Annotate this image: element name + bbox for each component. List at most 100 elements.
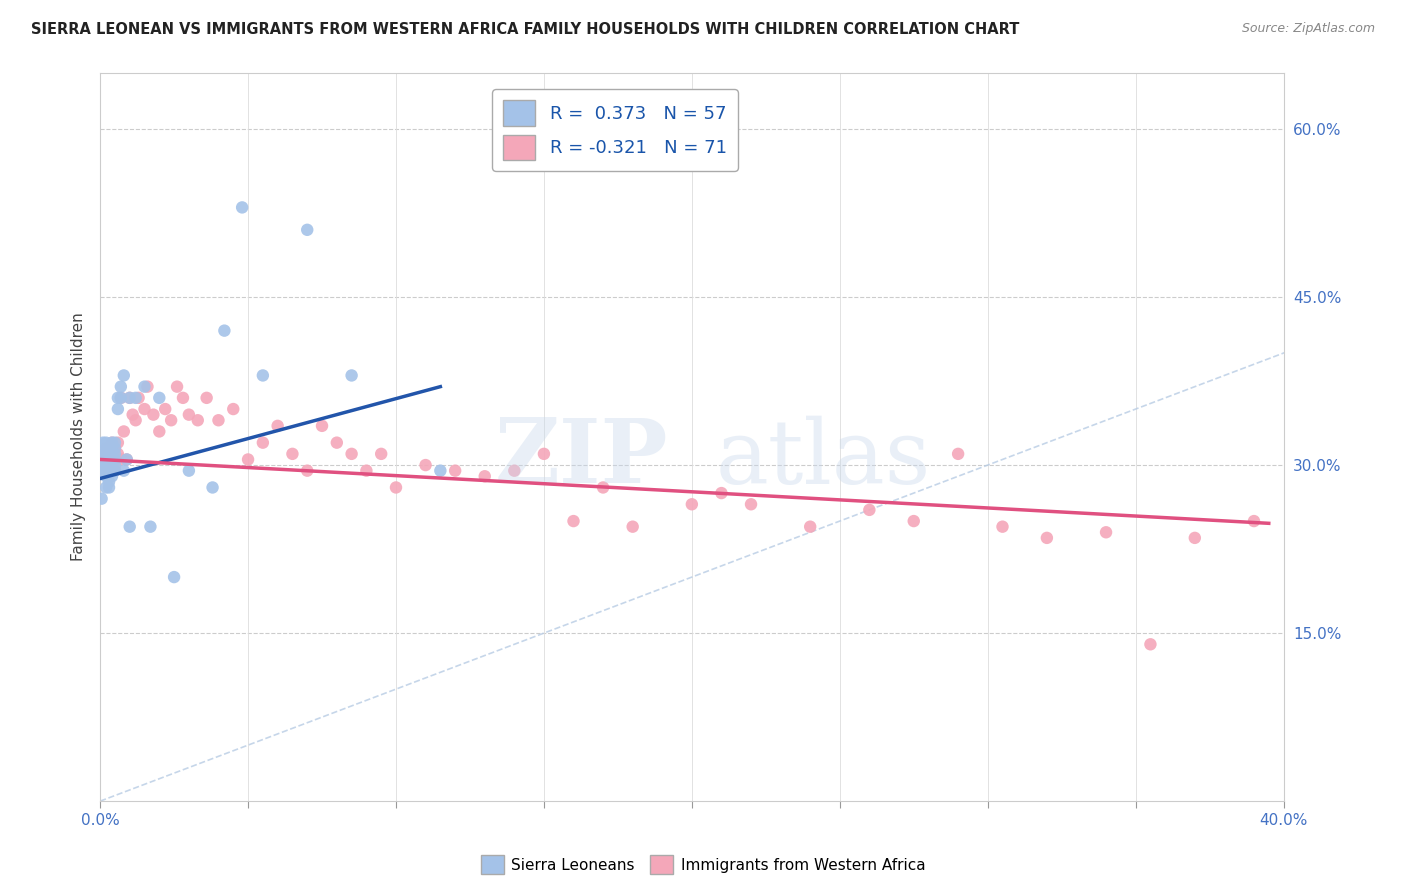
Legend: Sierra Leoneans, Immigrants from Western Africa: Sierra Leoneans, Immigrants from Western…	[475, 849, 931, 880]
Point	[148, 391, 170, 405]
Point	[533, 447, 555, 461]
Point	[252, 435, 274, 450]
Point	[163, 570, 186, 584]
Point	[98, 464, 121, 478]
Point	[231, 201, 253, 215]
Point	[94, 469, 117, 483]
Point	[207, 413, 229, 427]
Point	[101, 458, 124, 472]
Point	[94, 447, 117, 461]
Point	[799, 519, 821, 533]
Point	[96, 464, 118, 478]
Point	[121, 408, 143, 422]
Point	[201, 480, 224, 494]
Point	[101, 435, 124, 450]
Point	[266, 418, 288, 433]
Point	[172, 391, 194, 405]
Point	[94, 458, 117, 472]
Point	[98, 458, 121, 472]
Text: SIERRA LEONEAN VS IMMIGRANTS FROM WESTERN AFRICA FAMILY HOUSEHOLDS WITH CHILDREN: SIERRA LEONEAN VS IMMIGRANTS FROM WESTER…	[31, 22, 1019, 37]
Point	[236, 452, 259, 467]
Point	[166, 379, 188, 393]
Point	[474, 469, 496, 483]
Point	[134, 379, 156, 393]
Point	[110, 391, 132, 405]
Text: ZIP: ZIP	[495, 416, 668, 502]
Point	[946, 447, 969, 461]
Point	[101, 435, 124, 450]
Point	[107, 391, 129, 405]
Point	[93, 452, 115, 467]
Point	[740, 497, 762, 511]
Point	[101, 452, 124, 467]
Point	[101, 447, 124, 461]
Point	[104, 447, 127, 461]
Point	[110, 379, 132, 393]
Point	[155, 402, 177, 417]
Point	[104, 464, 127, 478]
Point	[1184, 531, 1206, 545]
Text: atlas: atlas	[716, 415, 931, 502]
Point	[124, 391, 146, 405]
Point	[128, 391, 150, 405]
Point	[136, 379, 159, 393]
Point	[370, 447, 392, 461]
Point	[101, 464, 124, 478]
Point	[93, 464, 115, 478]
Point	[90, 491, 112, 506]
Point	[91, 435, 114, 450]
Point	[98, 480, 121, 494]
Point	[142, 408, 165, 422]
Point	[621, 519, 644, 533]
Point	[326, 435, 349, 450]
Point	[94, 442, 117, 456]
Point	[429, 464, 451, 478]
Point	[104, 458, 127, 472]
Point	[104, 442, 127, 456]
Point	[415, 458, 437, 472]
Point	[340, 447, 363, 461]
Point	[1036, 531, 1059, 545]
Point	[94, 458, 117, 472]
Point	[91, 447, 114, 461]
Point	[98, 442, 121, 456]
Point	[297, 223, 319, 237]
Point	[94, 464, 117, 478]
Point	[91, 458, 114, 472]
Point	[195, 391, 218, 405]
Point	[903, 514, 925, 528]
Point	[115, 452, 138, 467]
Point	[118, 391, 141, 405]
Point	[562, 514, 585, 528]
Point	[110, 452, 132, 467]
Point	[90, 464, 112, 478]
Point	[281, 447, 304, 461]
Point	[104, 464, 127, 478]
Point	[112, 368, 135, 383]
Point	[311, 418, 333, 433]
Point	[98, 464, 121, 478]
Point	[681, 497, 703, 511]
Point	[118, 519, 141, 533]
Point	[107, 447, 129, 461]
Point	[98, 452, 121, 467]
Point	[90, 464, 112, 478]
Point	[991, 519, 1014, 533]
Point	[112, 425, 135, 439]
Point	[160, 413, 183, 427]
Point	[148, 425, 170, 439]
Point	[340, 368, 363, 383]
Legend: R =  0.373   N = 57, R = -0.321   N = 71: R = 0.373 N = 57, R = -0.321 N = 71	[492, 89, 738, 171]
Point	[115, 452, 138, 467]
Point	[98, 452, 121, 467]
Point	[107, 402, 129, 417]
Point	[98, 442, 121, 456]
Point	[101, 452, 124, 467]
Point	[124, 413, 146, 427]
Point	[222, 402, 245, 417]
Point	[134, 402, 156, 417]
Point	[139, 519, 162, 533]
Point	[101, 469, 124, 483]
Point	[1139, 637, 1161, 651]
Point	[503, 464, 526, 478]
